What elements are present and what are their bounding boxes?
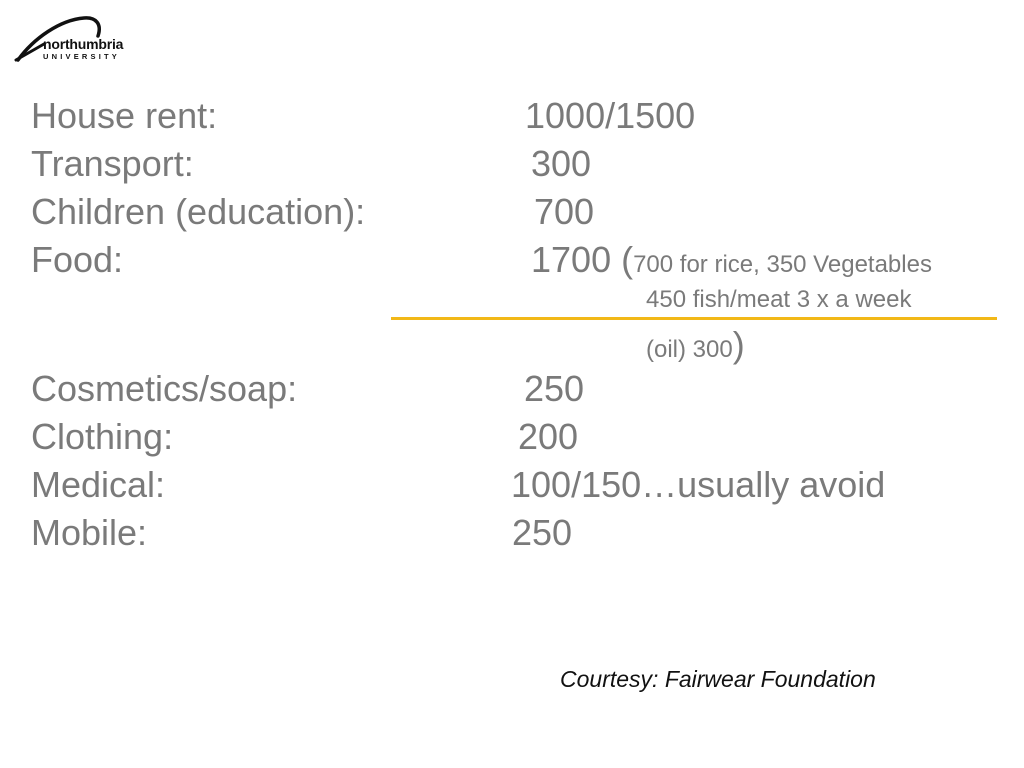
label-cosmetics-soap: Cosmetics/soap: <box>31 368 298 409</box>
food-detail-line3-wrap: (oil) 300) <box>646 327 745 365</box>
logo-wordmark: northumbria <box>43 36 124 52</box>
value-transport: 300 <box>531 143 592 184</box>
value-medical: 100/150…usually avoid <box>511 464 886 505</box>
value-clothing: 200 <box>518 416 579 457</box>
label-house-rent: House rent: <box>31 95 218 136</box>
label-mobile: Mobile: <box>31 512 148 553</box>
food-detail-line2: 450 fish/meat 3 x a week <box>646 286 912 313</box>
value-mobile: 250 <box>512 512 573 553</box>
value-cosmetics-soap: 250 <box>524 368 585 409</box>
courtesy-note: Courtesy: Fairwear Foundation <box>560 666 876 692</box>
label-medical: Medical: <box>31 464 166 505</box>
food-detail-line3: (oil) 300 <box>646 336 733 363</box>
food-detail-close: ) <box>732 324 745 365</box>
value-food: 1700 (700 for rice, 350 Vegetables <box>531 240 932 285</box>
accent-divider <box>391 317 997 320</box>
label-food: Food: <box>31 239 124 280</box>
label-transport: Transport: <box>31 143 194 184</box>
value-children-education: 700 <box>534 191 595 232</box>
northumbria-logo: northumbria UNIVERSITY <box>14 14 154 66</box>
value-food-amount: 1700 ( <box>531 239 634 280</box>
logo-swoosh-icon <box>14 16 101 62</box>
food-detail-line1: 700 for rice, 350 Vegetables <box>633 251 932 278</box>
label-clothing: Clothing: <box>31 416 174 457</box>
logo-subtitle: UNIVERSITY <box>43 52 121 61</box>
label-children-education: Children (education): <box>31 191 366 232</box>
value-house-rent: 1000/1500 <box>525 95 696 136</box>
